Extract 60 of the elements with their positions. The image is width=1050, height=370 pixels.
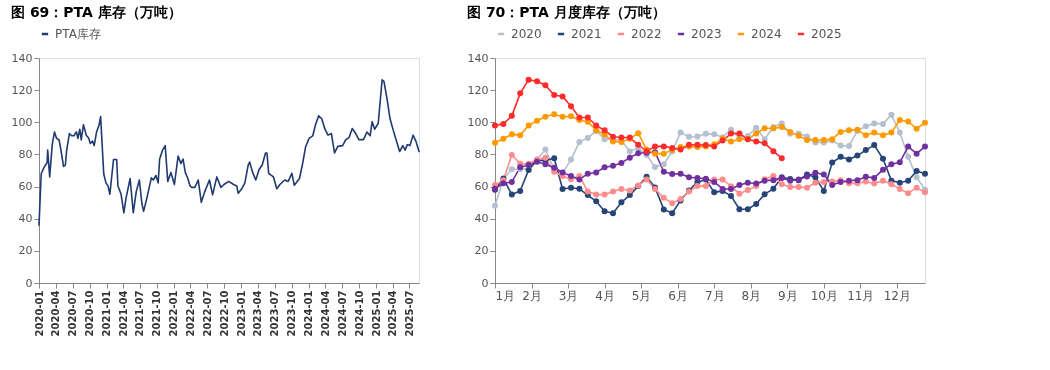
x-tick-label: 2022-07 <box>201 290 213 337</box>
x-tick-label: 2023-10 <box>286 290 298 337</box>
legend-label: 2021 <box>571 27 602 41</box>
legend-label: 2024 <box>751 27 782 41</box>
y-tick-label: 80 <box>474 147 489 161</box>
x-tick-label: 10月 <box>810 288 838 303</box>
x-tick-label: 2月 <box>522 288 542 303</box>
legend-label: 2023 <box>691 27 722 41</box>
x-tick-label: 2023-01 <box>235 290 247 337</box>
legend-label: 2020 <box>511 27 542 41</box>
y-tick-label: 60 <box>474 180 489 194</box>
x-tick-label: 5月 <box>631 288 652 303</box>
chart-title: 图 69：PTA 库存（万吨） <box>11 4 182 20</box>
x-tick-label: 2024-04 <box>319 290 331 337</box>
legend-label: PTA库存 <box>55 27 101 41</box>
x-tick-label: 2021-10 <box>151 290 163 337</box>
y-tick-label: 40 <box>474 212 489 226</box>
x-tick-label: 2021-01 <box>101 290 113 337</box>
x-tick-label: 2022-01 <box>168 290 180 337</box>
x-tick-label: 12月 <box>883 288 912 303</box>
y-tick-label: 60 <box>18 180 33 194</box>
y-tick-label: 20 <box>474 244 489 258</box>
y-tick-label: 100 <box>11 115 33 129</box>
y-tick-label: 140 <box>467 51 489 65</box>
y-tick-label: 80 <box>18 147 33 161</box>
x-tick-label: 1月 <box>495 288 516 303</box>
x-tick-label: 2024-01 <box>303 290 314 337</box>
x-tick-label: 2020-04 <box>50 290 62 337</box>
x-tick-label: 6月 <box>668 288 688 303</box>
x-tick-label: 2022-04 <box>184 290 196 337</box>
x-tick-label: 2022-10 <box>218 290 230 337</box>
x-tick-label: 2020-10 <box>84 290 96 337</box>
x-tick-label: 4月 <box>595 288 615 303</box>
y-tick-label: 40 <box>18 212 33 226</box>
x-tick-label: 2023-07 <box>269 290 281 337</box>
x-tick-label: 2023-04 <box>252 290 264 337</box>
x-tick-label: 2025-07 <box>403 290 415 337</box>
x-tick-label: 2024-10 <box>353 290 365 337</box>
x-tick-label: 2024-07 <box>336 290 348 337</box>
x-tick-label: 7月 <box>704 288 725 303</box>
x-tick-label: 2021-07 <box>134 290 146 337</box>
y-tick-label: 120 <box>467 83 489 97</box>
x-tick-label: 2020-07 <box>67 290 79 337</box>
y-tick-label: 120 <box>11 83 33 97</box>
y-tick-label: 140 <box>11 51 33 65</box>
legend-label: 2025 <box>811 27 842 41</box>
x-tick-label: 2021-04 <box>117 290 129 337</box>
y-tick-label: 100 <box>467 115 489 129</box>
x-tick-label: 2025-01 <box>370 290 382 337</box>
y-tick-label: 0 <box>481 276 489 290</box>
x-tick-label: 8月 <box>741 288 762 303</box>
x-tick-label: 2020-01 <box>33 290 45 337</box>
legend-label: 2022 <box>631 27 662 41</box>
x-tick-label: 3月 <box>558 288 579 303</box>
y-tick-label: 0 <box>25 276 33 290</box>
x-tick-label: 9月 <box>777 288 798 303</box>
chart-title: 图 70：PTA 月度库存（万吨） <box>467 4 666 20</box>
x-tick-label: 11月 <box>847 288 875 303</box>
x-tick-label: 2025-04 <box>387 290 399 337</box>
y-tick-label: 20 <box>18 244 33 258</box>
